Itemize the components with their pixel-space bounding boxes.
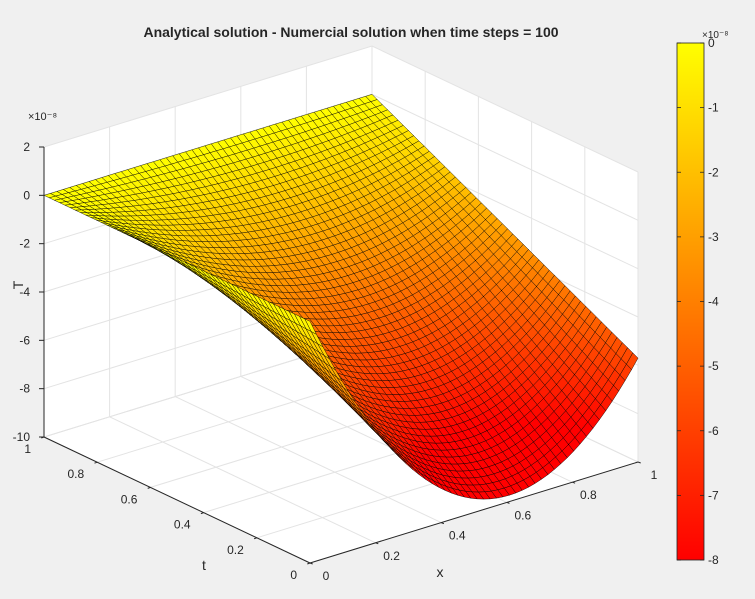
colorbar-tick-label: -5 <box>708 359 719 373</box>
z-exponent-label: ×10⁻⁸ <box>28 111 57 123</box>
colorbar-tick-label: -6 <box>708 424 719 438</box>
surface-face <box>304 318 317 335</box>
t-tick-mark <box>307 562 311 565</box>
z-tick-label: -6 <box>19 333 30 347</box>
colorbar-exponent-label: ×10⁻⁸ <box>702 30 728 41</box>
x-tick-mark <box>637 461 641 464</box>
t-tick-label: 1 <box>24 442 31 456</box>
t-axis-line <box>43 436 311 564</box>
x-axis-line <box>309 461 639 564</box>
t-tick-mark <box>253 537 257 540</box>
x-tick-mark <box>572 481 576 484</box>
x-tick-mark <box>309 562 313 565</box>
colorbar-tick-label: -2 <box>708 165 719 179</box>
tick-labels: 00.20.40.60.8100.20.40.60.81-10-8-6-4-20… <box>13 140 658 583</box>
t-tick-label: 0.8 <box>68 467 85 481</box>
x-tick-mark <box>375 542 379 545</box>
t-axis-label: t <box>202 557 206 573</box>
chart-title: Analytical solution - Numercial solution… <box>143 24 558 40</box>
colorbar-tick-label: -7 <box>708 488 719 502</box>
x-tick-label: 0.6 <box>514 508 531 522</box>
x-tick-label: 1 <box>651 468 658 482</box>
z-axis-label: T <box>10 280 26 289</box>
colorbar-ticks: 0 -1 -2 -3 -4 -5 -6 -7 -8 <box>677 36 719 567</box>
z-tick-label: -10 <box>13 430 31 444</box>
colorbar-tick-label: -3 <box>708 230 719 244</box>
t-tick-mark <box>147 486 151 489</box>
t-tick-label: 0.6 <box>121 492 138 506</box>
z-tick-label: -4 <box>19 285 30 299</box>
t-tick-label: 0.4 <box>174 518 191 532</box>
x-tick-label: 0 <box>323 569 330 583</box>
x-axis-label: x <box>437 564 444 580</box>
z-tick-label: 0 <box>23 188 30 202</box>
x-tick-label: 0.2 <box>383 549 400 563</box>
x-tick-label: 0.4 <box>449 529 466 543</box>
colorbar-tick-label: -4 <box>708 295 719 309</box>
z-tick-label: -8 <box>19 382 30 396</box>
colorbar-tick-label: 0 <box>708 36 715 50</box>
x-tick-mark <box>441 522 445 525</box>
colorbar-tick-label: -8 <box>708 553 719 567</box>
surface-plot <box>43 94 639 500</box>
x-tick-mark <box>506 501 510 504</box>
t-tick-label: 0.2 <box>227 543 244 557</box>
colorbar <box>676 42 705 561</box>
colorbar-tick-label: -1 <box>708 101 719 115</box>
z-tick-label: 2 <box>23 140 30 154</box>
grid-line-z <box>43 45 639 173</box>
x-tick-label: 0.8 <box>580 488 597 502</box>
t-tick-mark <box>200 512 204 515</box>
z-tick-label: -2 <box>19 237 30 251</box>
t-tick-mark <box>94 461 98 464</box>
t-tick-label: 0 <box>290 568 297 582</box>
